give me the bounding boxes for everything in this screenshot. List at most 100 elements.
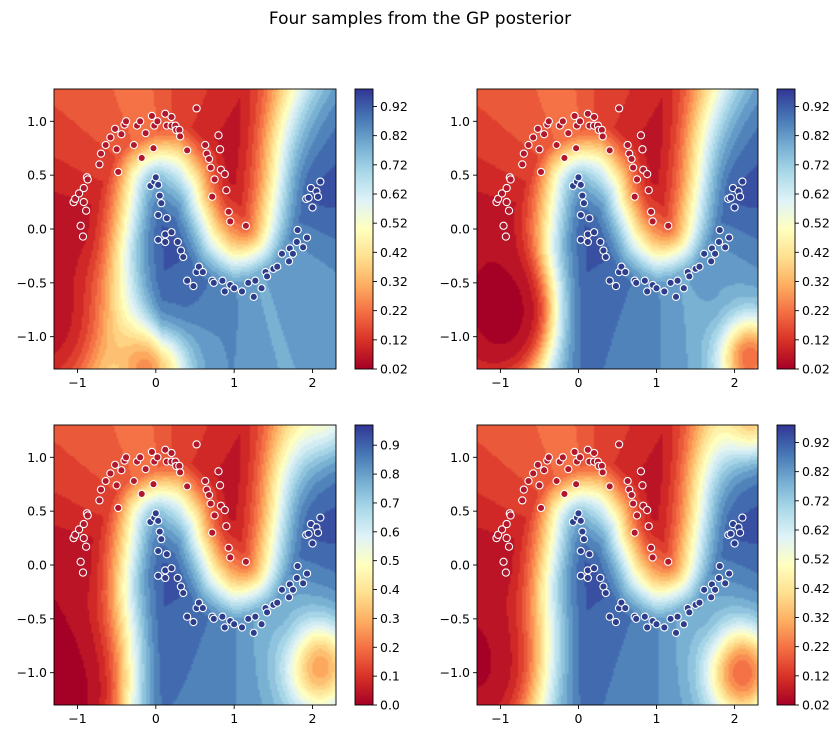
- point-class-0: [214, 131, 223, 140]
- point-class-0: [204, 490, 214, 500]
- point-class-1: [262, 608, 272, 617]
- point-class-1: [679, 620, 688, 629]
- x-tick-label: 1: [230, 711, 238, 726]
- scatter-points: [492, 104, 747, 301]
- point-class-1: [298, 243, 308, 252]
- point-class-1: [583, 573, 592, 583]
- point-class-1: [596, 237, 605, 247]
- point-class-1: [167, 228, 176, 237]
- point-class-1: [579, 535, 589, 544]
- colorbar-tick-label: 0.52: [380, 216, 408, 231]
- point-class-0: [535, 145, 544, 154]
- point-class-1: [298, 579, 308, 588]
- point-class-1: [726, 529, 735, 538]
- point-class-1: [578, 191, 587, 200]
- colorbar-tick-label: 0.12: [802, 332, 830, 347]
- point-class-0: [533, 124, 543, 133]
- point-class-0: [605, 146, 614, 155]
- point-class-0: [501, 232, 511, 241]
- colorbar-tick-label: 0.82: [380, 128, 408, 143]
- point-class-0: [575, 117, 585, 126]
- point-class-1: [249, 628, 258, 637]
- point-class-0: [560, 489, 569, 499]
- point-class-0: [506, 175, 515, 184]
- point-class-1: [277, 585, 287, 594]
- point-class-1: [304, 193, 313, 202]
- point-class-0: [114, 503, 123, 513]
- point-class-0: [79, 533, 88, 543]
- point-class-1: [293, 561, 302, 571]
- point-class-0: [605, 482, 614, 491]
- point-class-1: [154, 546, 163, 556]
- point-class-0: [71, 194, 80, 203]
- point-class-0: [518, 160, 527, 169]
- point-class-0: [627, 154, 636, 164]
- panel-1: −1 0 1 2 −1.0 −0.5 0.0 0.5 1.0 0.02 0.12 0.22 0.32 0.…: [17, 88, 408, 390]
- colorbar-tick-label: 0.02: [802, 698, 830, 713]
- point-class-0: [544, 453, 553, 462]
- point-class-0: [167, 112, 176, 122]
- point-class-0: [206, 163, 215, 172]
- x-tick-label: 2: [309, 711, 317, 726]
- x-tick-label: 0: [152, 711, 160, 726]
- point-class-0: [536, 167, 546, 177]
- point-class-0: [83, 175, 92, 184]
- point-class-0: [110, 460, 120, 469]
- point-class-0: [206, 499, 215, 508]
- colorbar-tick-label: 0.22: [802, 303, 830, 318]
- colorbar-tick-label: 0.42: [380, 245, 408, 260]
- x-tick-label: −1: [68, 375, 86, 390]
- point-class-0: [201, 140, 210, 150]
- point-class-1: [735, 192, 745, 201]
- point-class-0: [643, 505, 652, 515]
- point-class-1: [632, 278, 641, 287]
- point-class-0: [167, 448, 176, 458]
- y-tick-label: 0.0: [450, 222, 470, 237]
- point-class-1: [605, 276, 614, 285]
- point-class-1: [652, 620, 661, 629]
- point-class-1: [695, 262, 704, 271]
- colorbar-tick-label: 0.02: [380, 362, 408, 377]
- point-class-0: [529, 133, 538, 142]
- point-class-0: [519, 485, 528, 494]
- point-class-1: [157, 199, 166, 208]
- point-class-0: [141, 465, 150, 474]
- y-tick-label: 1.0: [27, 450, 47, 465]
- point-class-1: [605, 612, 614, 621]
- point-class-0: [501, 568, 511, 577]
- x-tick-label: 2: [731, 375, 739, 390]
- point-class-1: [313, 192, 323, 201]
- point-class-0: [222, 522, 231, 531]
- y-tick-label: 0.5: [27, 504, 47, 519]
- point-class-0: [147, 447, 157, 457]
- point-class-1: [230, 620, 239, 629]
- point-class-0: [502, 183, 511, 193]
- point-class-1: [707, 257, 716, 266]
- point-class-0: [220, 505, 229, 515]
- point-class-0: [114, 167, 123, 177]
- y-tick-label: −1.0: [17, 329, 47, 344]
- point-class-0: [644, 186, 653, 195]
- point-class-1: [308, 539, 317, 548]
- point-class-1: [220, 287, 229, 296]
- point-class-0: [137, 153, 146, 163]
- point-class-1: [643, 623, 652, 632]
- point-class-1: [640, 612, 649, 621]
- y-tick-label: 0.0: [27, 222, 47, 237]
- point-class-1: [596, 573, 605, 583]
- point-class-1: [293, 225, 302, 235]
- point-class-0: [571, 480, 581, 489]
- point-class-0: [638, 145, 647, 154]
- point-class-0: [129, 476, 139, 486]
- point-class-1: [617, 598, 626, 607]
- point-class-1: [611, 281, 621, 291]
- point-class-1: [666, 614, 675, 623]
- point-class-0: [83, 511, 92, 520]
- point-class-0: [101, 140, 110, 150]
- colorbar-tick-label: 0.1: [380, 669, 400, 684]
- point-class-0: [241, 221, 251, 230]
- point-class-0: [224, 207, 233, 216]
- point-class-0: [106, 133, 115, 142]
- point-class-0: [136, 117, 145, 126]
